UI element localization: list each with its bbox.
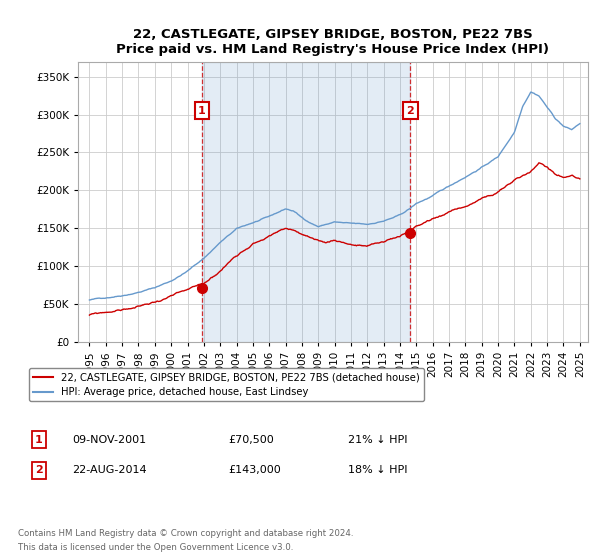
Text: Contains HM Land Registry data © Crown copyright and database right 2024.: Contains HM Land Registry data © Crown c…: [18, 529, 353, 538]
Text: 21% ↓ HPI: 21% ↓ HPI: [348, 435, 407, 445]
Title: 22, CASTLEGATE, GIPSEY BRIDGE, BOSTON, PE22 7BS
Price paid vs. HM Land Registry': 22, CASTLEGATE, GIPSEY BRIDGE, BOSTON, P…: [116, 28, 550, 56]
Text: 1: 1: [35, 435, 43, 445]
Text: 22-AUG-2014: 22-AUG-2014: [72, 465, 146, 475]
Text: £70,500: £70,500: [228, 435, 274, 445]
Text: 2: 2: [407, 106, 415, 116]
Legend: 22, CASTLEGATE, GIPSEY BRIDGE, BOSTON, PE22 7BS (detached house), HPI: Average p: 22, CASTLEGATE, GIPSEY BRIDGE, BOSTON, P…: [29, 368, 424, 401]
Bar: [202, 62, 410, 342]
Text: 1: 1: [198, 106, 206, 116]
Text: 2: 2: [35, 465, 43, 475]
Text: 18% ↓ HPI: 18% ↓ HPI: [348, 465, 407, 475]
Text: This data is licensed under the Open Government Licence v3.0.: This data is licensed under the Open Gov…: [18, 543, 293, 552]
Text: £143,000: £143,000: [228, 465, 281, 475]
Text: 09-NOV-2001: 09-NOV-2001: [72, 435, 146, 445]
